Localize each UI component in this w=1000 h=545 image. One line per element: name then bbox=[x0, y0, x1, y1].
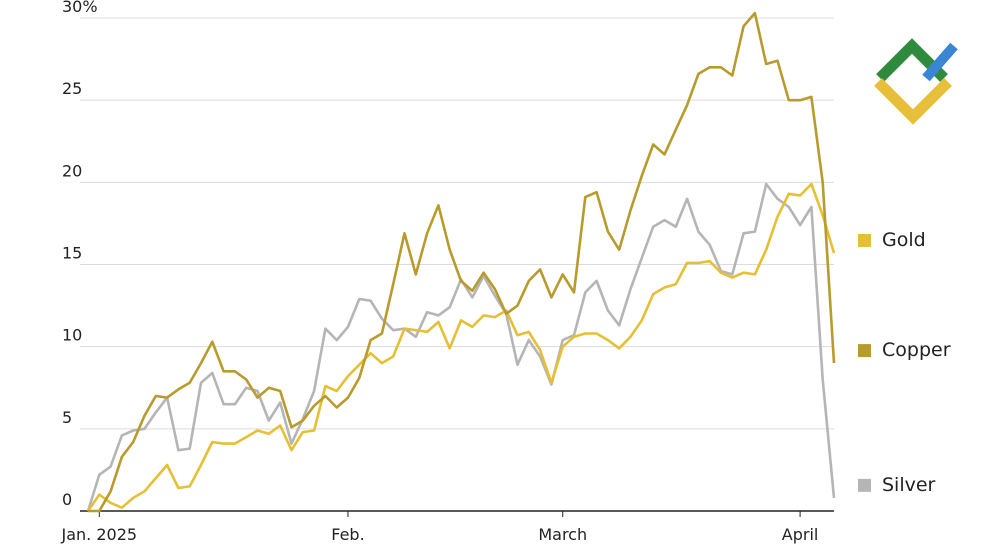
y-tick-label: 25 bbox=[62, 79, 82, 98]
logo-blue bbox=[922, 42, 958, 82]
logo-yellow bbox=[874, 78, 952, 125]
y-tick-label: 10 bbox=[62, 326, 82, 345]
x-tick-label: Feb. bbox=[331, 525, 364, 544]
legend-swatch bbox=[858, 233, 871, 247]
legend-swatch bbox=[858, 478, 871, 492]
legend-label: Silver bbox=[882, 474, 936, 496]
x-tick-label: March bbox=[538, 525, 587, 544]
x-tick-label: April bbox=[782, 525, 819, 544]
x-tick-label: Jan. 2025 bbox=[61, 525, 138, 544]
y-tick-label: 15 bbox=[62, 244, 82, 263]
y-tick-label: 30% bbox=[62, 0, 98, 16]
legend-label: Copper bbox=[882, 339, 951, 361]
legend-label: Gold bbox=[882, 229, 926, 251]
y-tick-label: 5 bbox=[62, 408, 72, 427]
legend-swatch bbox=[858, 344, 871, 358]
series-line bbox=[88, 11, 836, 513]
y-tick-label: 20 bbox=[62, 161, 82, 180]
series-line bbox=[86, 182, 836, 512]
y-tick-label: 0 bbox=[62, 490, 72, 509]
series-line bbox=[86, 182, 836, 512]
logo bbox=[874, 38, 958, 125]
